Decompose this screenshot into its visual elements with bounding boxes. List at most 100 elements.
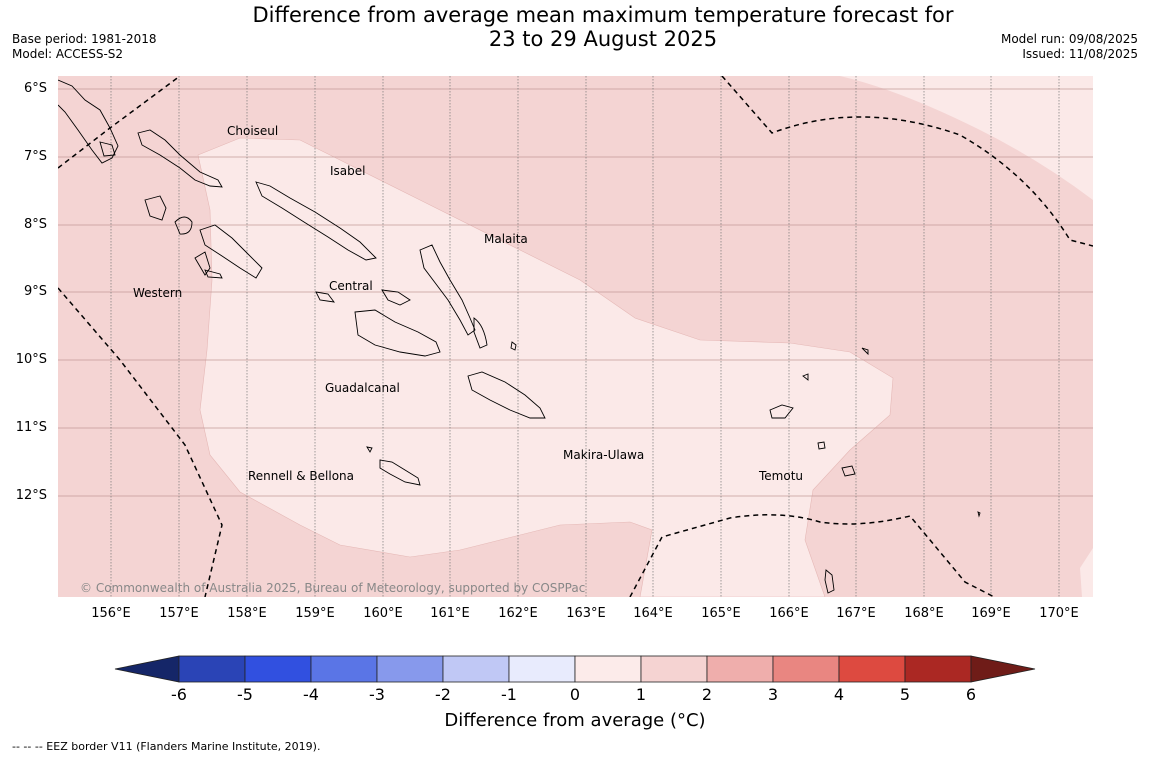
shading-1-to-2-main <box>197 137 894 597</box>
lon-label-168e: 168°E <box>904 606 944 621</box>
colorbar-tick: -5 <box>237 685 253 704</box>
lon-label-157e: 157°E <box>159 606 199 621</box>
island-small-malaita <box>473 317 488 349</box>
island-vangunu <box>204 269 223 279</box>
colorbar-label: Difference from average (°C) <box>444 710 706 731</box>
lon-label-156e: 156°E <box>91 606 131 621</box>
region-label-isabel: Isabel <box>330 164 365 178</box>
region-label-western: Western <box>133 286 182 300</box>
island-shortland <box>99 141 116 157</box>
colorbar-extend-high <box>970 655 1036 683</box>
colorbar-tick: 6 <box>965 685 977 704</box>
island-vanuatu-north <box>824 569 835 594</box>
colorbar-segment <box>904 655 972 683</box>
colorbar-tick: 1 <box>635 685 647 704</box>
island-makira <box>467 371 546 419</box>
island-russell <box>315 291 336 303</box>
region-label-malaita: Malaita <box>484 232 528 246</box>
colorbar-tick: 0 <box>569 685 581 704</box>
island-vella-lavella <box>144 195 167 221</box>
island-rendova <box>194 251 211 276</box>
region-label-central: Central <box>329 279 373 293</box>
colorbar-segment <box>442 655 510 683</box>
lon-label-159e: 159°E <box>295 606 335 621</box>
copyright-notice: © Commonwealth of Australia 2025, Bureau… <box>80 581 585 595</box>
lon-label-160e: 160°E <box>363 606 403 621</box>
colorbar-tick: 2 <box>701 685 713 704</box>
colorbar-tick: -1 <box>501 685 517 704</box>
island-isabel <box>255 181 377 261</box>
lat-label-9s: 9°S <box>23 284 47 299</box>
map-title: Difference from average mean maximum tem… <box>0 3 1150 51</box>
model-run: Model run: 09/08/2025 <box>1000 32 1138 46</box>
colorbar-segment <box>376 655 444 683</box>
island-bellona <box>366 446 373 453</box>
island-new-georgia <box>199 224 263 279</box>
island-kolombangara <box>174 216 193 235</box>
lon-label-165e: 165°E <box>701 606 741 621</box>
colorbar-tick: -3 <box>369 685 385 704</box>
region-label-rennell-bellona: Rennell & Bellona <box>248 469 354 483</box>
latitude-gridlines <box>58 88 1093 497</box>
map-area: Choiseul Isabel Malaita Western Central … <box>58 76 1093 597</box>
colorbar-tick: -4 <box>303 685 319 704</box>
island-bougainville <box>58 79 119 164</box>
region-label-choiseul: Choiseul <box>227 124 278 138</box>
region-label-makira-ulawa: Makira-Ulawa <box>563 448 644 462</box>
island-rennell <box>379 459 421 486</box>
island-nggela <box>381 289 411 306</box>
lon-label-162e: 162°E <box>498 606 538 621</box>
islands <box>58 79 981 594</box>
model-name: Model: ACCESS-S2 <box>12 47 124 61</box>
meta-left: Base period: 1981-2018 Model: ACCESS-S2 <box>12 32 157 62</box>
colorbar-segment <box>706 655 774 683</box>
lon-label-166e: 166°E <box>769 606 809 621</box>
colorbar-tick: -2 <box>435 685 451 704</box>
colorbar-segment <box>244 655 312 683</box>
lon-label-163e: 163°E <box>566 606 606 621</box>
island-malaita <box>419 244 476 336</box>
eez-footnote: -- -- -- EEZ border V11 (Flanders Marine… <box>12 740 321 753</box>
region-labels: Choiseul Isabel Malaita Western Central … <box>133 124 803 483</box>
colorbar-segment <box>508 655 576 683</box>
island-utupua <box>817 441 826 450</box>
lon-label-161e: 161°E <box>430 606 470 621</box>
island-reef-islands <box>802 373 809 381</box>
lat-label-8s: 8°S <box>23 217 47 232</box>
base-period: Base period: 1981-2018 <box>12 32 157 46</box>
island-choiseul <box>137 129 223 188</box>
lon-label-158e: 158°E <box>227 606 267 621</box>
region-label-guadalcanal: Guadalcanal <box>325 381 400 395</box>
colorbar-segment <box>574 655 642 683</box>
lat-label-10s: 10°S <box>15 352 47 367</box>
lat-label-11s: 11°S <box>15 420 47 435</box>
colorbar-extend-low <box>114 655 180 683</box>
title-line-2: 23 to 29 August 2025 <box>488 27 718 51</box>
island-guadalcanal <box>354 309 441 357</box>
colorbar-segment <box>310 655 378 683</box>
island-tikopia <box>977 511 981 518</box>
colorbar-tick: -6 <box>171 685 187 704</box>
colorbar <box>114 655 1036 683</box>
lat-label-6s: 6°S <box>23 81 47 96</box>
lon-label-164e: 164°E <box>633 606 673 621</box>
island-ulawa <box>510 341 517 351</box>
title-line-1: Difference from average mean maximum tem… <box>252 3 954 27</box>
colorbar-segment <box>772 655 840 683</box>
lon-label-167e: 167°E <box>836 606 876 621</box>
issued-date: Issued: 11/08/2025 <box>1022 47 1138 61</box>
lat-label-12s: 12°S <box>15 488 47 503</box>
colorbar-segment <box>178 655 246 683</box>
region-label-temotu: Temotu <box>758 469 803 483</box>
lat-label-7s: 7°S <box>23 149 47 164</box>
island-vanikoro <box>841 465 856 477</box>
colorbar-segment <box>838 655 906 683</box>
lon-label-170e: 170°E <box>1039 606 1079 621</box>
shading-1-to-2-southeast <box>1080 548 1093 597</box>
island-santa-cruz <box>769 404 794 419</box>
colorbar-segment <box>640 655 708 683</box>
island-ontong-java <box>861 347 869 356</box>
shading-1-to-2-northeast <box>840 76 1093 200</box>
meta-right: Model run: 09/08/2025 Issued: 11/08/2025 <box>1001 32 1138 62</box>
